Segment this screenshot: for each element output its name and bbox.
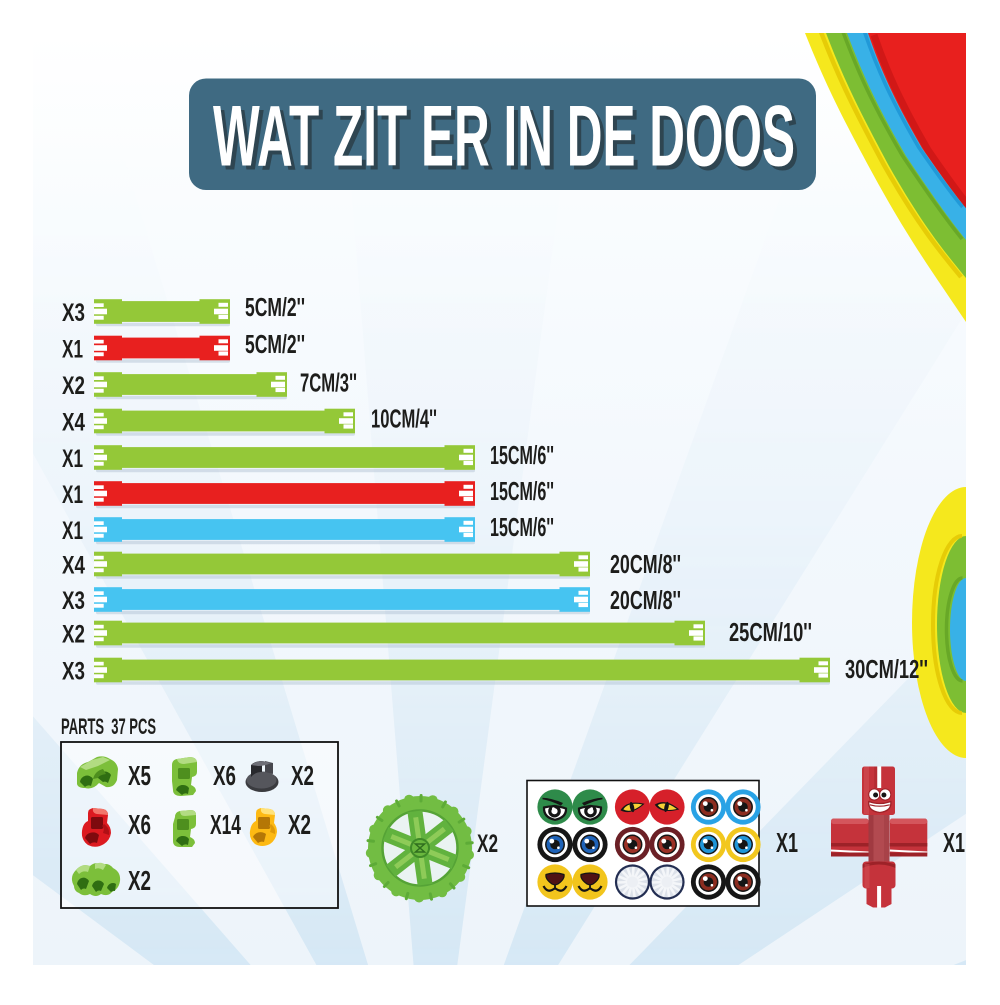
svg-text:X14: X14	[210, 809, 241, 840]
svg-text:X1: X1	[943, 827, 965, 858]
svg-text:X2: X2	[288, 809, 311, 840]
svg-text:X1: X1	[62, 481, 83, 509]
svg-text:X1: X1	[62, 445, 83, 473]
svg-text:25CM/10'': 25CM/10''	[729, 617, 812, 647]
svg-text:X2: X2	[62, 372, 85, 400]
svg-text:PARTS 37 PCS: PARTS 37 PCS	[61, 714, 156, 739]
svg-text:15CM/6'': 15CM/6''	[490, 512, 554, 542]
svg-text:20CM/8'': 20CM/8''	[610, 549, 681, 579]
svg-text:X1: X1	[62, 336, 83, 364]
svg-text:X3: X3	[62, 658, 85, 686]
svg-text:20CM/8'': 20CM/8''	[610, 585, 681, 615]
svg-text:5CM/2'': 5CM/2''	[245, 329, 305, 359]
svg-text:WAT ZIT ER IN DE DOOS: WAT ZIT ER IN DE DOOS	[217, 93, 799, 189]
svg-text:X2: X2	[477, 830, 498, 858]
svg-text:WAT ZIT ER IN DE DOOS: WAT ZIT ER IN DE DOOS	[213, 89, 795, 185]
svg-text:X6: X6	[213, 760, 236, 791]
svg-text:X1: X1	[62, 517, 83, 545]
svg-text:X2: X2	[128, 865, 151, 896]
svg-text:X4: X4	[62, 409, 85, 437]
svg-text:30CM/12'': 30CM/12''	[845, 654, 928, 684]
svg-text:10CM/4'': 10CM/4''	[371, 404, 437, 434]
svg-text:X6: X6	[128, 809, 151, 840]
svg-text:X5: X5	[128, 760, 151, 791]
svg-text:X3: X3	[62, 587, 85, 615]
svg-text:7CM/3'': 7CM/3''	[300, 368, 357, 398]
svg-text:X3: X3	[62, 299, 85, 327]
svg-text:5CM/2'': 5CM/2''	[245, 292, 305, 322]
svg-text:X2: X2	[62, 621, 85, 649]
svg-text:15CM/6'': 15CM/6''	[490, 440, 554, 470]
svg-text:X4: X4	[62, 552, 85, 580]
svg-text:X1: X1	[776, 827, 798, 858]
svg-text:X2: X2	[291, 760, 314, 791]
svg-text:15CM/6'': 15CM/6''	[490, 476, 554, 506]
